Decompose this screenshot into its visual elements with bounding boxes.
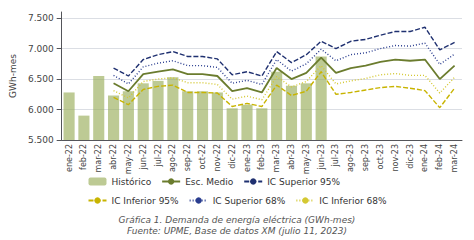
svg-text:Histórico: Histórico xyxy=(111,177,151,187)
svg-text:dic-22: dic-22 xyxy=(228,144,237,169)
svg-text:IC Superior 95%: IC Superior 95% xyxy=(267,177,340,187)
svg-text:Fuente: UPME, Base de datos XM: Fuente: UPME, Base de datos XM (julio 11… xyxy=(127,226,347,236)
svg-text:ene-24: ene-24 xyxy=(420,144,429,172)
svg-text:6.500: 6.500 xyxy=(28,74,54,84)
svg-text:feb-24: feb-24 xyxy=(435,144,444,170)
svg-text:may-23: may-23 xyxy=(302,144,311,174)
svg-text:7.000: 7.000 xyxy=(28,44,54,54)
svg-text:nov-22: nov-22 xyxy=(213,144,222,172)
svg-text:abr-23: abr-23 xyxy=(287,144,296,170)
svg-text:IC Superior 68%: IC Superior 68% xyxy=(213,196,286,206)
svg-text:mar-24: mar-24 xyxy=(450,144,459,173)
svg-text:jun-23: jun-23 xyxy=(317,144,326,170)
svg-text:oct-22: oct-22 xyxy=(198,144,207,170)
svg-text:GWh-mes: GWh-mes xyxy=(8,54,18,98)
svg-text:nov-23: nov-23 xyxy=(391,144,400,172)
svg-text:ene-23: ene-23 xyxy=(243,144,252,172)
svg-text:jul-22: jul-22 xyxy=(154,144,163,168)
svg-text:abr-22: abr-22 xyxy=(109,144,118,170)
svg-text:IC Inferior 68%: IC Inferior 68% xyxy=(319,196,387,206)
svg-text:mar-22: mar-22 xyxy=(94,144,103,173)
svg-text:jun-22: jun-22 xyxy=(139,144,148,170)
svg-text:sep-23: sep-23 xyxy=(361,144,370,171)
svg-text:7.500: 7.500 xyxy=(28,13,54,23)
svg-text:feb-22: feb-22 xyxy=(79,144,88,170)
svg-text:Esc. Medio: Esc. Medio xyxy=(185,177,234,187)
svg-text:mar-23: mar-23 xyxy=(272,144,281,173)
svg-text:dic-23: dic-23 xyxy=(406,144,415,169)
svg-text:sep-22: sep-22 xyxy=(183,144,192,171)
svg-text:ene-22: ene-22 xyxy=(65,144,74,172)
svg-text:Gráfica 1. Demanda de energía: Gráfica 1. Demanda de energía eléctrica … xyxy=(119,215,356,225)
svg-text:IC Inferior 95%: IC Inferior 95% xyxy=(111,196,179,206)
svg-text:ago-23: ago-23 xyxy=(346,144,355,172)
svg-text:5.500: 5.500 xyxy=(28,135,54,145)
svg-text:6.000: 6.000 xyxy=(28,105,54,115)
svg-text:ago-22: ago-22 xyxy=(168,144,177,172)
svg-text:jul-23: jul-23 xyxy=(331,144,340,168)
svg-text:may-22: may-22 xyxy=(124,144,133,174)
svg-text:feb-23: feb-23 xyxy=(257,144,266,170)
svg-text:oct-23: oct-23 xyxy=(376,144,385,170)
